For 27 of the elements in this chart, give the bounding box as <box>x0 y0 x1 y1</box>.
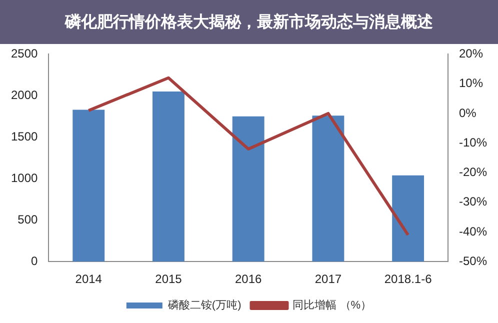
y2-tick-label: 20% <box>458 46 484 61</box>
x-tick-label: 2015 <box>155 272 182 286</box>
x-tick-label: 2018.1-6 <box>384 272 432 286</box>
y2-tick-label: -10% <box>458 135 488 150</box>
legend-label: 磷酸二铵(万吨) <box>166 298 242 312</box>
y-tick-label: 500 <box>18 212 38 226</box>
y2-tick-label: -40% <box>458 224 488 238</box>
y2-tick-label: -50% <box>458 254 488 268</box>
x-tick-label: 2016 <box>234 272 262 286</box>
y2-tick-label: 10% <box>458 76 484 90</box>
x-tick-label: 2017 <box>314 272 342 286</box>
bar <box>72 110 105 262</box>
bar <box>312 116 344 262</box>
y-tick-label: 1500 <box>10 129 38 144</box>
y-tick-label: 2500 <box>10 46 38 61</box>
bar <box>232 116 264 262</box>
legend-label: 同比增幅 （%） <box>292 298 372 312</box>
y-tick-label: 0 <box>31 254 38 268</box>
y2-tick-label: 0% <box>458 106 477 120</box>
bar <box>392 175 424 262</box>
chart-title: 磷化肥行情价格表大揭秘，最新市场动态与消息概述 <box>0 0 498 44</box>
y-tick-label: 1000 <box>10 170 38 185</box>
bar <box>152 92 184 262</box>
y2-tick-label: -20% <box>458 165 488 180</box>
x-tick-label: 2014 <box>75 272 102 286</box>
y2-tick-label: -30% <box>458 194 488 209</box>
y-tick-label: 2000 <box>10 88 38 102</box>
